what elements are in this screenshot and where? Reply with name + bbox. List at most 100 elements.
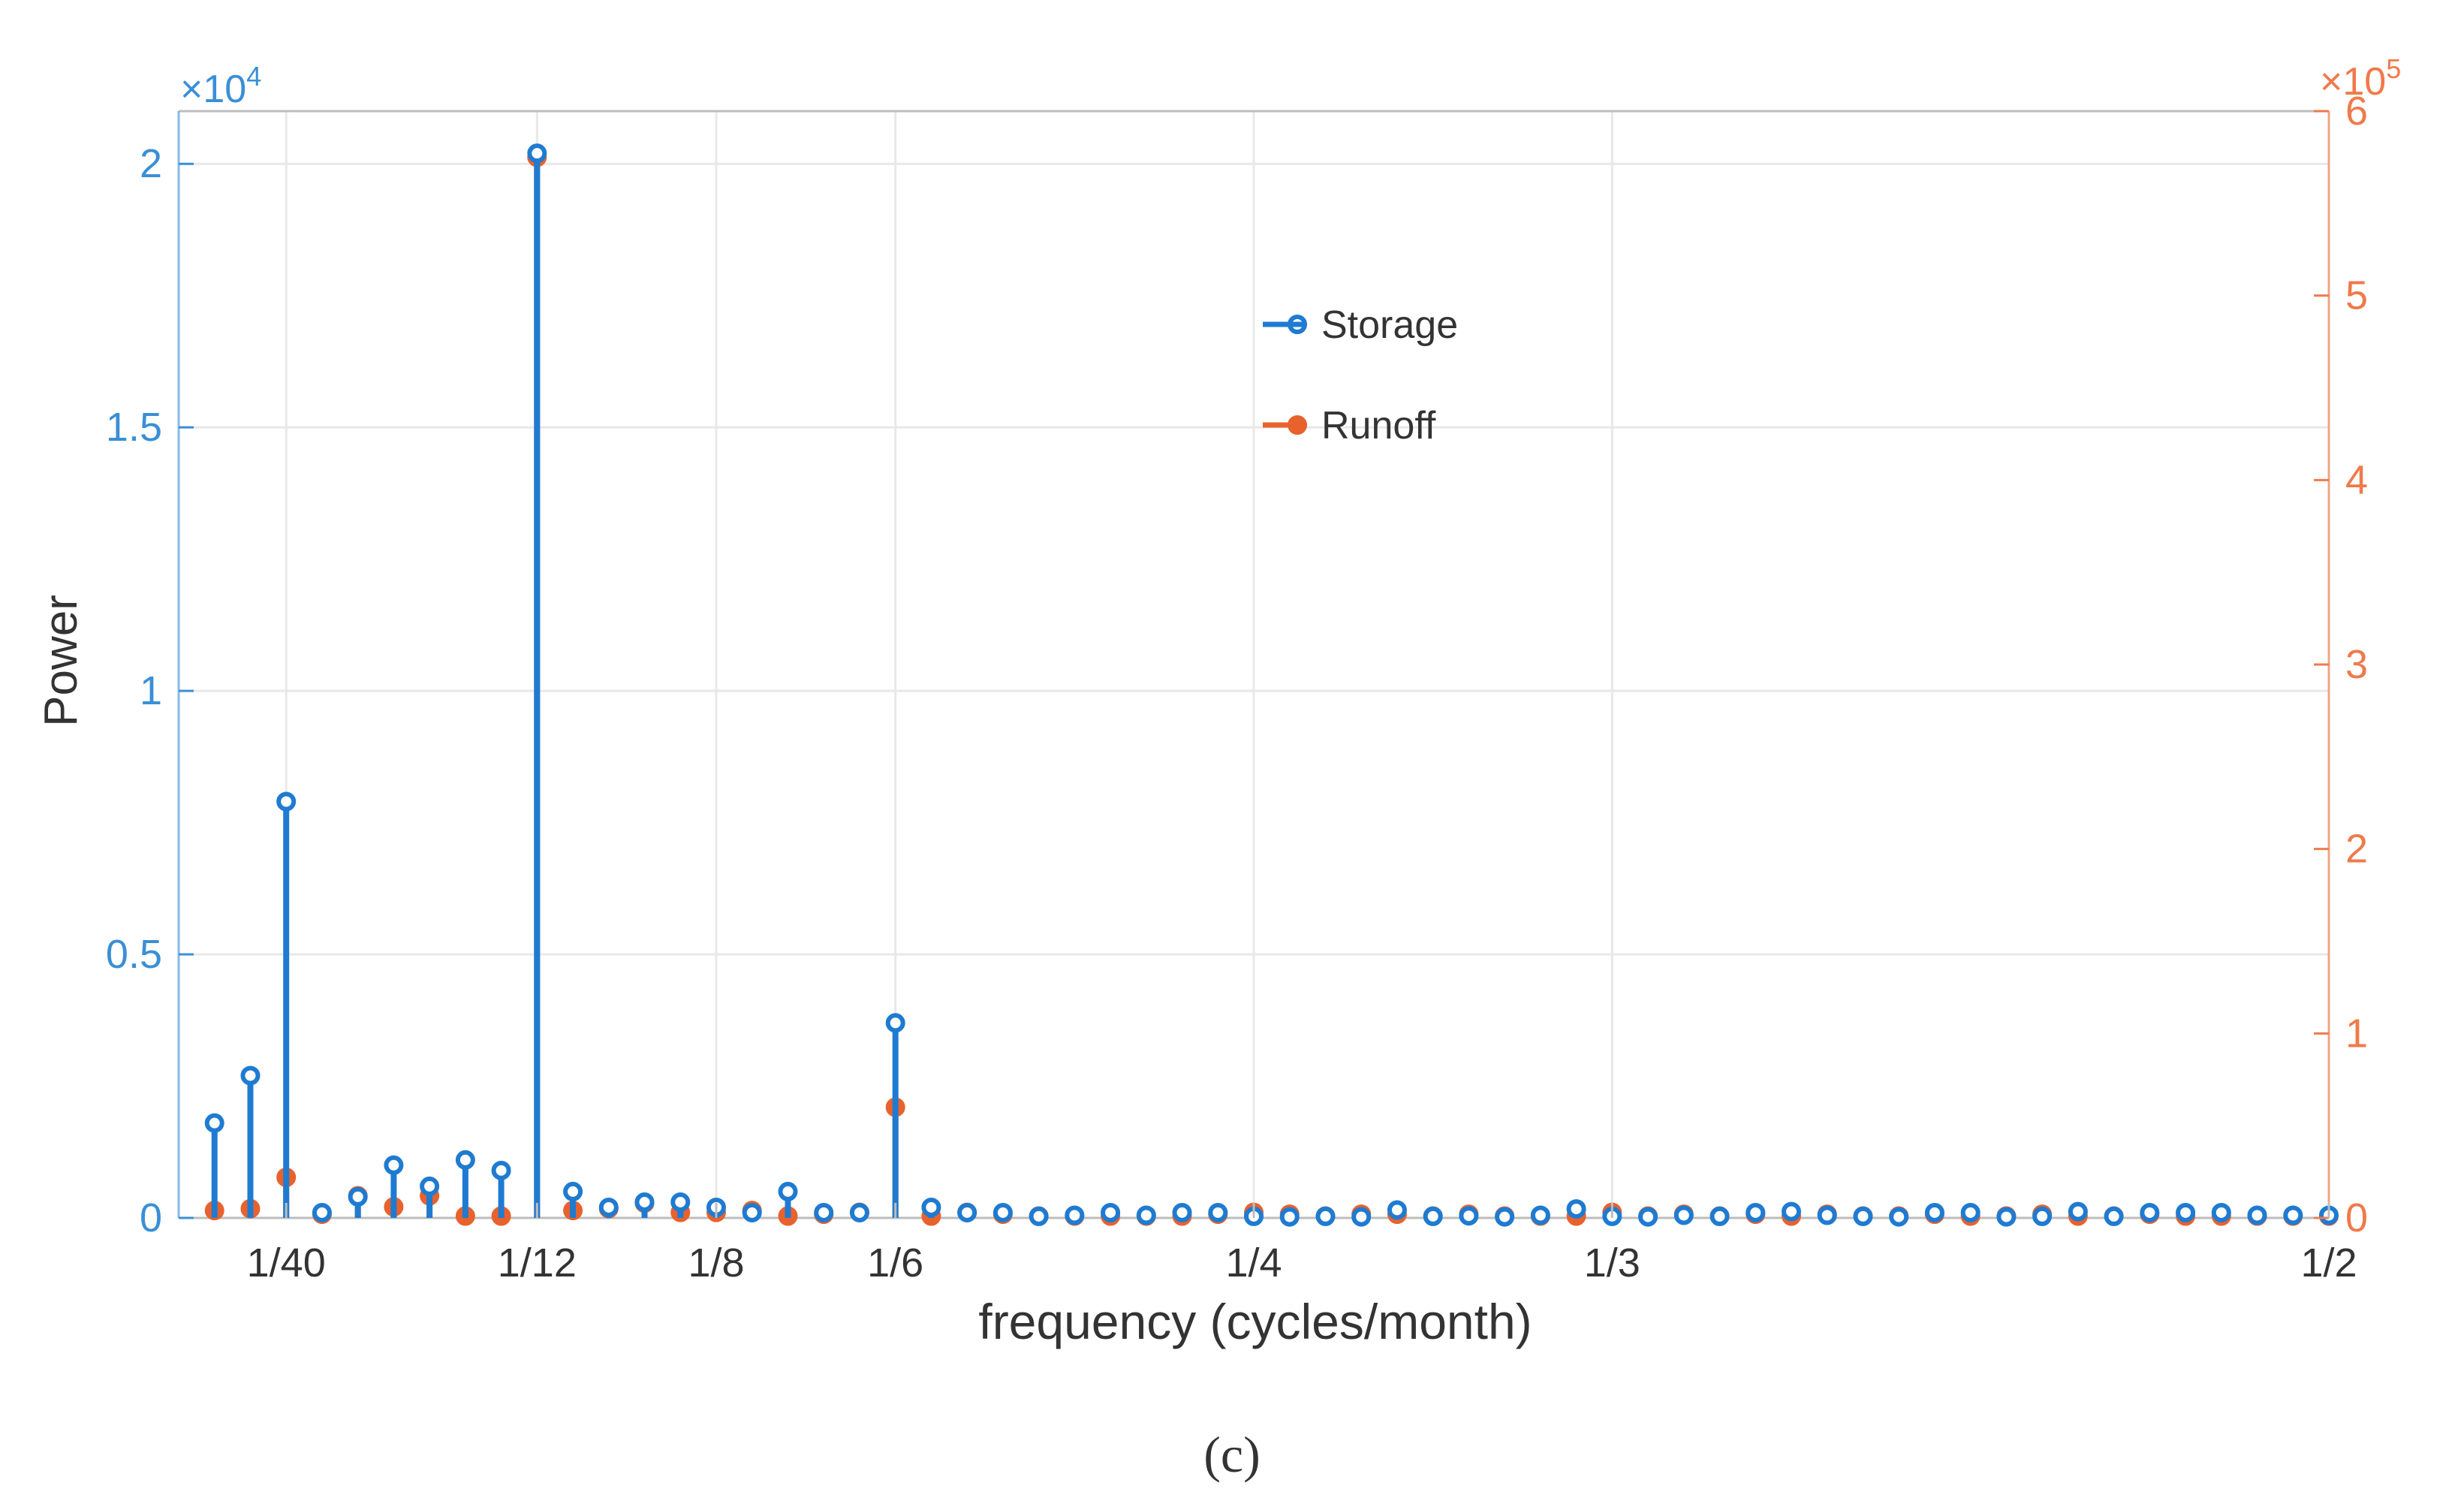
x-axis-tick-label: 1/12 bbox=[498, 1240, 577, 1285]
storage-stem-marker bbox=[240, 1065, 261, 1086]
storage-stem bbox=[1673, 1205, 1694, 1225]
storage-stem bbox=[2068, 1201, 2088, 1222]
storage-stem bbox=[491, 1160, 511, 1218]
storage-stem-marker bbox=[1853, 1206, 1873, 1226]
storage-stem bbox=[2247, 1205, 2267, 1225]
storage-stem-marker bbox=[2140, 1202, 2160, 1222]
legend-storage-label: Storage bbox=[1321, 303, 1458, 347]
storage-stem-marker bbox=[670, 1192, 691, 1212]
storage-stem-marker bbox=[276, 791, 297, 812]
right-axis-tick-label: 3 bbox=[2345, 642, 2368, 687]
storage-stem-marker bbox=[814, 1202, 834, 1222]
storage-stem-marker bbox=[527, 143, 547, 164]
storage-stem-marker bbox=[1029, 1206, 1049, 1226]
runoff-series bbox=[204, 147, 2339, 1226]
storage-stem-marker bbox=[1172, 1202, 1192, 1222]
storage-stem-marker bbox=[1996, 1207, 2017, 1227]
storage-stem-marker bbox=[1495, 1207, 1515, 1227]
storage-stem bbox=[849, 1202, 869, 1222]
left-axis-tick-label: 2 bbox=[140, 141, 162, 186]
storage-stem-marker bbox=[563, 1181, 583, 1201]
storage-stem bbox=[1960, 1202, 1981, 1222]
storage-stem-marker bbox=[455, 1150, 475, 1170]
storage-stem bbox=[2140, 1202, 2160, 1222]
storage-stem bbox=[1566, 1199, 1586, 1219]
storage-stem bbox=[1638, 1207, 1658, 1227]
storage-stem-marker bbox=[921, 1197, 941, 1217]
left-y-axis: ×104 0 0.5 1 1.5 2 bbox=[106, 61, 261, 1240]
left-axis-tick-label: 0.5 bbox=[106, 932, 162, 977]
storage-stem-marker bbox=[2247, 1205, 2267, 1225]
storage-stem-marker bbox=[598, 1197, 619, 1217]
right-axis-tick-label: 6 bbox=[2345, 89, 2368, 134]
storage-stem bbox=[1996, 1207, 2017, 1227]
storage-stem-marker bbox=[2068, 1201, 2088, 1222]
storage-stem-marker bbox=[885, 1013, 905, 1033]
right-axis-tick-label: 4 bbox=[2345, 457, 2368, 502]
storage-stem bbox=[563, 1181, 583, 1218]
legend-runoff-label: Runoff bbox=[1321, 404, 1436, 448]
storage-stem bbox=[885, 1013, 905, 1218]
storage-stem-marker bbox=[634, 1192, 655, 1212]
storage-stem bbox=[1101, 1202, 1121, 1222]
left-axis-multiplier: ×104 bbox=[180, 61, 261, 111]
storage-stem-marker bbox=[384, 1155, 404, 1175]
storage-stem-marker bbox=[1387, 1200, 1407, 1220]
storage-stem bbox=[1136, 1205, 1156, 1225]
legend: Storage Runoff bbox=[1263, 303, 1458, 448]
storage-stem-marker bbox=[204, 1113, 224, 1133]
storage-stem bbox=[742, 1202, 762, 1222]
storage-stem bbox=[921, 1197, 941, 1218]
storage-stem bbox=[814, 1202, 834, 1222]
storage-stem bbox=[1817, 1205, 1837, 1225]
storage-stem-marker bbox=[1279, 1207, 1300, 1227]
storage-stem-marker bbox=[1566, 1199, 1586, 1219]
storage-stem-marker bbox=[993, 1202, 1013, 1222]
storage-stem bbox=[240, 1065, 261, 1218]
storage-stem-marker bbox=[742, 1202, 762, 1222]
legend-storage-marker bbox=[1288, 315, 1307, 334]
legend-runoff-marker bbox=[1288, 415, 1307, 435]
left-axis-tick-label: 1.5 bbox=[106, 405, 162, 450]
storage-stem-marker bbox=[1065, 1205, 1085, 1225]
x-axis-tick-label: 1/40 bbox=[247, 1240, 326, 1285]
panel-caption: (c) bbox=[1203, 1426, 1260, 1483]
storage-stem bbox=[348, 1186, 368, 1218]
storage-stem bbox=[1208, 1202, 1228, 1222]
storage-stem bbox=[2211, 1202, 2231, 1222]
right-axis-tick-label: 2 bbox=[2345, 827, 2368, 872]
storage-stem bbox=[1924, 1202, 1944, 1222]
storage-stem bbox=[1279, 1207, 1300, 1227]
storage-stem bbox=[527, 143, 547, 1218]
storage-stem bbox=[276, 791, 297, 1218]
storage-stem bbox=[778, 1181, 798, 1218]
storage-stem bbox=[420, 1176, 440, 1218]
storage-stem bbox=[1423, 1206, 1443, 1226]
storage-stem-marker bbox=[491, 1160, 511, 1180]
storage-stem bbox=[2032, 1206, 2053, 1226]
storage-stem-marker bbox=[2176, 1202, 2196, 1222]
storage-stem-marker bbox=[348, 1186, 368, 1207]
storage-stem-marker bbox=[312, 1202, 332, 1222]
storage-stem bbox=[1889, 1207, 1909, 1227]
storage-stem bbox=[1495, 1207, 1515, 1227]
storage-stem bbox=[1530, 1205, 1550, 1225]
storage-stem-marker bbox=[420, 1176, 440, 1196]
storage-stem-marker bbox=[2283, 1205, 2303, 1225]
x-axis-tick-label: 1/4 bbox=[1225, 1240, 1282, 1285]
storage-stem bbox=[2104, 1206, 2124, 1226]
storage-stem bbox=[634, 1192, 655, 1218]
storage-stem-marker bbox=[1459, 1206, 1479, 1226]
storage-stem bbox=[1387, 1200, 1407, 1220]
storage-stem bbox=[1315, 1206, 1336, 1226]
right-axis-multiplier: ×105 bbox=[2320, 53, 2401, 104]
storage-stem bbox=[598, 1197, 619, 1218]
storage-stem-marker bbox=[1351, 1207, 1372, 1227]
storage-stem-marker bbox=[1673, 1205, 1694, 1225]
storage-stem-marker bbox=[1530, 1205, 1550, 1225]
storage-stem-marker bbox=[1101, 1202, 1121, 1222]
storage-stem bbox=[1709, 1206, 1730, 1226]
x-axis-tick-label: 1/6 bbox=[867, 1240, 923, 1285]
x-axis-tick-label: 1/3 bbox=[1584, 1240, 1640, 1285]
